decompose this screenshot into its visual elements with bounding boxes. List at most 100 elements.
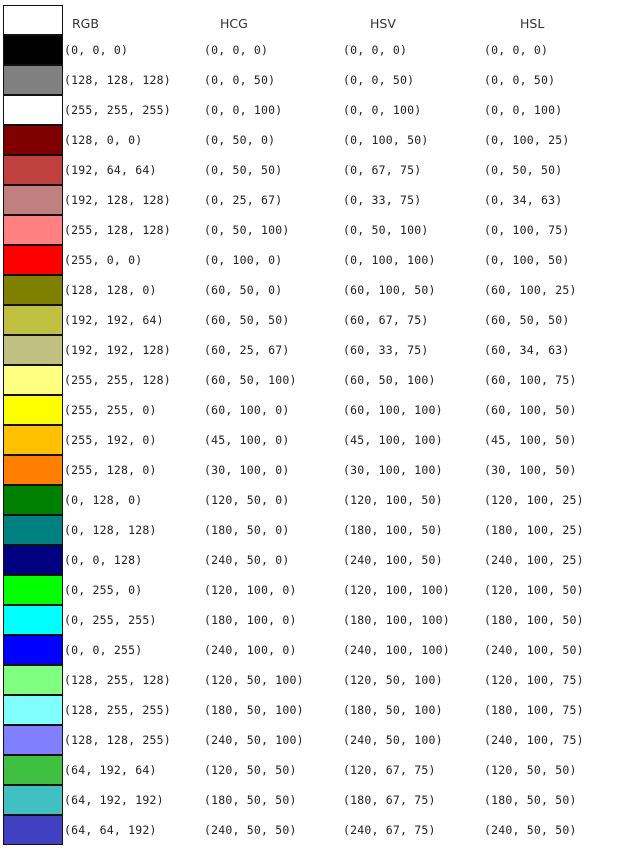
rgb-value: (128, 255, 255) bbox=[64, 703, 171, 717]
color-swatch bbox=[3, 665, 63, 695]
hcg-value: (60, 100, 0) bbox=[204, 403, 290, 417]
hsv-value: (60, 100, 100) bbox=[343, 403, 443, 417]
color-swatch bbox=[3, 785, 63, 815]
table-row: (0, 255, 255) (180, 100, 0) (180, 100, 100… bbox=[3, 605, 621, 635]
hsl-value: (60, 34, 63) bbox=[484, 343, 570, 357]
hcg-value: (0, 0, 50) bbox=[204, 73, 276, 87]
table-row: (192, 128, 128) (0, 25, 67) (0, 33, 75) (0,… bbox=[3, 185, 621, 215]
hsv-value: (0, 0, 50) bbox=[343, 73, 415, 87]
hsv-value: (120, 50, 100) bbox=[343, 673, 443, 687]
hsv-value: (240, 67, 75) bbox=[343, 823, 436, 837]
hcg-value: (180, 50, 50) bbox=[204, 793, 297, 807]
table-row: (0, 255, 0) (120, 100, 0) (120, 100, 100) (… bbox=[3, 575, 621, 605]
hcg-value: (120, 50, 0) bbox=[204, 493, 290, 507]
table-row: (255, 192, 0) (45, 100, 0) (45, 100, 100) (… bbox=[3, 425, 621, 455]
rgb-value: (255, 128, 128) bbox=[64, 223, 171, 237]
hcg-value: (180, 50, 100) bbox=[204, 703, 304, 717]
hsv-value: (240, 50, 100) bbox=[343, 733, 443, 747]
hsl-value: (180, 100, 75) bbox=[484, 703, 584, 717]
table-row: (128, 255, 128) (120, 50, 100) (120, 50, 1… bbox=[3, 665, 621, 695]
hsv-value: (0, 0, 0) bbox=[343, 43, 408, 57]
rgb-value: (0, 128, 0) bbox=[64, 493, 143, 507]
color-swatch bbox=[3, 515, 63, 545]
hsl-value: (120, 50, 50) bbox=[484, 763, 577, 777]
table-row: (0, 128, 0) (120, 50, 0) (120, 100, 50) (12… bbox=[3, 485, 621, 515]
hsv-value: (180, 67, 75) bbox=[343, 793, 436, 807]
color-swatch bbox=[3, 95, 63, 125]
hcg-value: (120, 100, 0) bbox=[204, 583, 297, 597]
hsl-value: (180, 50, 50) bbox=[484, 793, 577, 807]
hsl-value: (240, 100, 75) bbox=[484, 733, 584, 747]
table-row: (128, 128, 0) (60, 50, 0) (60, 100, 50) (60… bbox=[3, 275, 621, 305]
hsl-value: (120, 100, 75) bbox=[484, 673, 584, 687]
hsl-value: (60, 100, 25) bbox=[484, 283, 577, 297]
hsl-value: (120, 100, 25) bbox=[484, 493, 584, 507]
hcg-value: (45, 100, 0) bbox=[204, 433, 290, 447]
hsl-value: (240, 100, 50) bbox=[484, 643, 584, 657]
table-row: (0, 128, 128) (180, 50, 0) (180, 100, 50) (… bbox=[3, 515, 621, 545]
hsl-value: (0, 0, 100) bbox=[484, 103, 563, 117]
hsv-value: (0, 67, 75) bbox=[343, 163, 422, 177]
hcg-value: (60, 25, 67) bbox=[204, 343, 290, 357]
table-row: (0, 0, 128) (240, 50, 0) (240, 100, 50) (24… bbox=[3, 545, 621, 575]
table-row: (255, 128, 128) (0, 50, 100) (0, 50, 100) (… bbox=[3, 215, 621, 245]
color-swatch bbox=[3, 635, 63, 665]
hcg-value: (0, 25, 67) bbox=[204, 193, 283, 207]
color-swatch bbox=[3, 305, 63, 335]
hsl-value: (120, 100, 50) bbox=[484, 583, 584, 597]
header-swatch bbox=[3, 5, 63, 35]
table-row: (128, 255, 255) (180, 50, 100) (180, 50, 1… bbox=[3, 695, 621, 725]
color-swatch bbox=[3, 485, 63, 515]
color-swatch bbox=[3, 395, 63, 425]
hsl-value: (180, 100, 25) bbox=[484, 523, 584, 537]
hsv-value: (0, 0, 100) bbox=[343, 103, 422, 117]
rgb-column-header: RGB bbox=[72, 16, 99, 31]
hsl-value: (60, 50, 50) bbox=[484, 313, 570, 327]
rgb-value: (128, 0, 0) bbox=[64, 133, 143, 147]
table-row: (128, 128, 128) (0, 0, 50) (0, 0, 50) (0, 0… bbox=[3, 65, 621, 95]
hcg-value: (0, 0, 100) bbox=[204, 103, 283, 117]
hsv-value: (180, 100, 50) bbox=[343, 523, 443, 537]
color-swatch bbox=[3, 695, 63, 725]
hcg-value: (60, 50, 50) bbox=[204, 313, 290, 327]
color-swatch bbox=[3, 815, 63, 845]
color-swatch bbox=[3, 245, 63, 275]
hsv-value: (60, 50, 100) bbox=[343, 373, 436, 387]
rgb-value: (64, 64, 192) bbox=[64, 823, 157, 837]
color-swatch bbox=[3, 185, 63, 215]
table-row: (64, 64, 192) (240, 50, 50) (240, 67, 75) (… bbox=[3, 815, 621, 845]
hsl-value: (60, 100, 50) bbox=[484, 403, 577, 417]
table-row: (255, 0, 0) (0, 100, 0) (0, 100, 100) (0, 1… bbox=[3, 245, 621, 275]
table-row: (0, 0, 0) (0, 0, 0) (0, 0, 0) (0, 0, 0) bbox=[3, 35, 621, 65]
rgb-value: (64, 192, 192) bbox=[64, 793, 164, 807]
hsl-value: (180, 100, 50) bbox=[484, 613, 584, 627]
rgb-value: (64, 192, 64) bbox=[64, 763, 157, 777]
hsv-value: (120, 100, 50) bbox=[343, 493, 443, 507]
hcg-value: (240, 50, 100) bbox=[204, 733, 304, 747]
hcg-value: (240, 50, 0) bbox=[204, 553, 290, 567]
hsv-value: (240, 100, 50) bbox=[343, 553, 443, 567]
hsl-value: (240, 100, 25) bbox=[484, 553, 584, 567]
table-row: (128, 0, 0) (0, 50, 0) (0, 100, 50) (0, 100… bbox=[3, 125, 621, 155]
hcg-value: (0, 100, 0) bbox=[204, 253, 283, 267]
color-swatch bbox=[3, 215, 63, 245]
hsl-value: (0, 100, 25) bbox=[484, 133, 570, 147]
header-row: RGB HCG HSV HSL bbox=[3, 5, 621, 35]
hsl-column-header: HSL bbox=[520, 16, 545, 31]
hcg-value: (180, 50, 0) bbox=[204, 523, 290, 537]
hsv-value: (120, 67, 75) bbox=[343, 763, 436, 777]
color-swatch bbox=[3, 725, 63, 755]
hsv-value: (180, 100, 100) bbox=[343, 613, 450, 627]
color-swatch bbox=[3, 575, 63, 605]
hcg-value: (0, 50, 0) bbox=[204, 133, 276, 147]
hsv-value: (240, 100, 100) bbox=[343, 643, 450, 657]
hsv-value: (0, 100, 50) bbox=[343, 133, 429, 147]
hsv-column-header: HSV bbox=[370, 16, 396, 31]
hsl-value: (0, 0, 50) bbox=[484, 73, 556, 87]
color-swatch bbox=[3, 545, 63, 575]
color-swatch bbox=[3, 455, 63, 485]
rgb-value: (192, 192, 64) bbox=[64, 313, 164, 327]
hsv-value: (60, 33, 75) bbox=[343, 343, 429, 357]
table-row: (255, 128, 0) (30, 100, 0) (30, 100, 100) (… bbox=[3, 455, 621, 485]
hsv-value: (0, 100, 100) bbox=[343, 253, 436, 267]
